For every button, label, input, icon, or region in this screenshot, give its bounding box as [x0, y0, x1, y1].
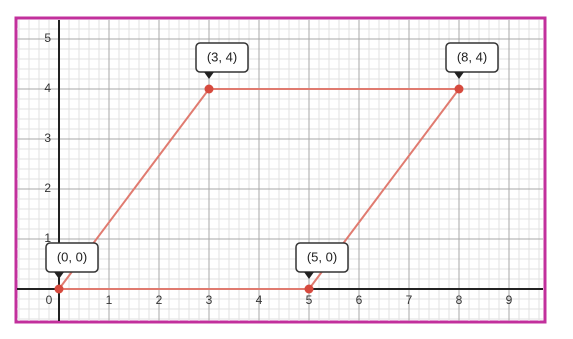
x-tick-label: 5	[306, 293, 313, 307]
marks: (0, 0) (3, 4) (8, 4) (5, 0)	[45, 42, 499, 294]
vertex-point	[204, 84, 214, 94]
x-tick-label: 0	[46, 293, 53, 307]
point-label: (5, 0)	[307, 249, 337, 264]
x-tick-label: 9	[506, 293, 513, 307]
y-tick-label: 3	[44, 131, 51, 145]
vertex-point	[304, 284, 314, 294]
y-tick-label: 2	[44, 181, 51, 195]
x-tick-label: 3	[206, 293, 213, 307]
x-tick-label: 2	[156, 293, 163, 307]
label-box	[295, 242, 349, 273]
vertex-point	[54, 284, 64, 294]
label-pointer	[54, 272, 64, 279]
x-tick-label: 1	[106, 293, 113, 307]
point-label: (8, 4)	[457, 49, 487, 64]
point-label: (3, 4)	[207, 49, 237, 64]
label-pointer	[204, 72, 214, 79]
label-box	[45, 242, 99, 273]
label-box	[195, 42, 249, 73]
y-tick-label: 1	[44, 231, 51, 245]
x-tick-label: 8	[456, 293, 463, 307]
y-tick-label: 4	[44, 81, 51, 95]
x-tick-label: 6	[356, 293, 363, 307]
label-pointer	[454, 72, 464, 79]
label-pointer	[304, 272, 314, 279]
label-box	[445, 42, 499, 73]
point-label: (0, 0)	[57, 249, 87, 264]
x-tick-label: 4	[256, 293, 263, 307]
vertex-point	[454, 84, 464, 94]
y-tick-label: 5	[44, 31, 51, 45]
x-tick-label: 7	[406, 293, 413, 307]
